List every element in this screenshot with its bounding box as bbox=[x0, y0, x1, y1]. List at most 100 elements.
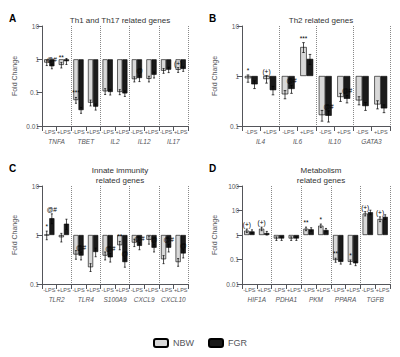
svg-text:@#: @# bbox=[105, 245, 116, 252]
svg-text:@#: @# bbox=[76, 244, 87, 251]
svg-text:-LPS: -LPS bbox=[43, 287, 56, 293]
svg-text:C: C bbox=[9, 163, 16, 174]
svg-text:0.01: 0.01 bbox=[226, 281, 239, 288]
svg-text:+LPS: +LPS bbox=[287, 287, 301, 293]
svg-text:@#: @# bbox=[286, 77, 297, 84]
svg-text:+LPS: +LPS bbox=[57, 129, 71, 135]
svg-text:***: *** bbox=[300, 35, 308, 42]
svg-text:NBW: NBW bbox=[173, 338, 195, 348]
svg-text:IL6: IL6 bbox=[293, 138, 302, 145]
svg-text:IL2: IL2 bbox=[110, 138, 119, 145]
svg-text:-LPS: -LPS bbox=[131, 287, 144, 293]
svg-text:1: 1 bbox=[235, 232, 239, 239]
svg-text:S100A9: S100A9 bbox=[103, 296, 127, 303]
svg-text:D: D bbox=[209, 163, 216, 174]
svg-text:@#: @# bbox=[47, 206, 58, 213]
svg-text:IL12: IL12 bbox=[138, 138, 151, 145]
svg-text:A: A bbox=[9, 13, 16, 24]
svg-text:+LPS: +LPS bbox=[263, 129, 277, 135]
svg-text:+LPS: +LPS bbox=[145, 287, 159, 293]
svg-text:*: * bbox=[247, 67, 250, 74]
svg-text:Th1 and Th17 related genes: Th1 and Th17 related genes bbox=[70, 16, 170, 25]
svg-text:+LPS: +LPS bbox=[376, 287, 390, 293]
svg-text:1: 1 bbox=[35, 56, 39, 63]
svg-text:TBET: TBET bbox=[77, 138, 95, 145]
svg-text:**: ** bbox=[333, 250, 339, 257]
svg-text:**: ** bbox=[117, 233, 123, 240]
svg-text:*: * bbox=[349, 252, 352, 259]
svg-text:TLR4: TLR4 bbox=[78, 296, 94, 303]
svg-text:1: 1 bbox=[35, 232, 39, 239]
svg-text:Th2 related genes: Th2 related genes bbox=[289, 16, 354, 25]
svg-text:-LPS: -LPS bbox=[160, 129, 173, 135]
svg-text:-LPS: -LPS bbox=[332, 287, 345, 293]
svg-text:+LPS: +LPS bbox=[174, 287, 188, 293]
svg-text:-LPS: -LPS bbox=[302, 287, 315, 293]
svg-text:10: 10 bbox=[32, 23, 40, 30]
svg-text:@: @ bbox=[180, 242, 187, 249]
svg-text:related genes: related genes bbox=[96, 176, 144, 185]
svg-text:related genes: related genes bbox=[297, 176, 345, 185]
svg-text:-LPS: -LPS bbox=[131, 129, 144, 135]
svg-text:IL10: IL10 bbox=[328, 138, 341, 145]
svg-text:Fold Change: Fold Change bbox=[11, 56, 19, 96]
svg-text:-LPS: -LPS bbox=[160, 287, 173, 293]
svg-text:Innate immunity: Innate immunity bbox=[92, 166, 148, 175]
svg-text:PDHA1: PDHA1 bbox=[276, 296, 298, 303]
svg-text:+LPS: +LPS bbox=[115, 287, 129, 293]
svg-text:-LPS: -LPS bbox=[72, 287, 85, 293]
svg-text:-LPS: -LPS bbox=[245, 129, 258, 135]
svg-text:-LPS: -LPS bbox=[362, 287, 375, 293]
svg-text:+LPS: +LPS bbox=[57, 287, 71, 293]
svg-text:**: ** bbox=[303, 219, 309, 226]
svg-text:0.1: 0.1 bbox=[230, 123, 239, 130]
svg-text:TGFB: TGFB bbox=[367, 296, 385, 303]
svg-text:-LPS: -LPS bbox=[319, 129, 332, 135]
svg-text:+LPS: +LPS bbox=[317, 287, 331, 293]
svg-text:TLR2: TLR2 bbox=[49, 296, 65, 303]
svg-text:@#: @# bbox=[164, 236, 175, 243]
svg-text:@: @ bbox=[122, 250, 129, 257]
svg-text:-LPS: -LPS bbox=[273, 287, 286, 293]
svg-text:+LPS: +LPS bbox=[174, 129, 188, 135]
svg-text:Fold Change: Fold Change bbox=[211, 56, 219, 96]
svg-text:+LPS: +LPS bbox=[145, 129, 159, 135]
svg-text:(+): (+) bbox=[376, 209, 384, 217]
svg-text:CXCL9: CXCL9 bbox=[134, 296, 155, 303]
svg-text:@#: @# bbox=[134, 235, 145, 242]
svg-text:@#: @# bbox=[47, 56, 58, 63]
svg-text:+LPS: +LPS bbox=[86, 287, 100, 293]
svg-text:10: 10 bbox=[232, 207, 240, 214]
svg-text:+LPS: +LPS bbox=[300, 129, 314, 135]
svg-text:100: 100 bbox=[228, 183, 239, 190]
svg-text:+LPS: +LPS bbox=[257, 287, 271, 293]
svg-text:+LPS: +LPS bbox=[86, 129, 100, 135]
svg-text:Metabolism: Metabolism bbox=[301, 166, 342, 175]
svg-text:Fold Change: Fold Change bbox=[211, 215, 219, 255]
svg-text:@#: @# bbox=[323, 103, 334, 110]
svg-text:10: 10 bbox=[32, 183, 40, 190]
svg-text:0.1: 0.1 bbox=[230, 256, 239, 263]
svg-text:@: @ bbox=[136, 67, 143, 74]
svg-text:-LPS: -LPS bbox=[102, 129, 115, 135]
svg-text:0.01: 0.01 bbox=[26, 123, 39, 130]
svg-text:-LPS: -LPS bbox=[43, 129, 56, 135]
svg-text:+LPS: +LPS bbox=[337, 129, 351, 135]
svg-text:(+): (+) bbox=[174, 60, 182, 68]
svg-text:*: * bbox=[320, 216, 323, 223]
svg-text:0.1: 0.1 bbox=[30, 89, 39, 96]
svg-text:PPARA: PPARA bbox=[335, 296, 357, 303]
svg-text:(+): (+) bbox=[243, 221, 251, 229]
svg-text:-LPS: -LPS bbox=[72, 129, 85, 135]
svg-text:-LPS: -LPS bbox=[356, 129, 369, 135]
svg-text:FGR: FGR bbox=[228, 338, 247, 348]
svg-text:(+): (+) bbox=[262, 68, 270, 76]
svg-text:0.1: 0.1 bbox=[30, 281, 39, 288]
svg-text:1: 1 bbox=[235, 73, 239, 80]
svg-text:***: *** bbox=[72, 89, 80, 96]
svg-text:TNFA: TNFA bbox=[48, 138, 65, 145]
svg-text:10: 10 bbox=[232, 23, 240, 30]
svg-text:(+): (+) bbox=[361, 204, 369, 212]
svg-text:*: * bbox=[45, 223, 48, 230]
svg-text:GATA3: GATA3 bbox=[361, 138, 382, 145]
